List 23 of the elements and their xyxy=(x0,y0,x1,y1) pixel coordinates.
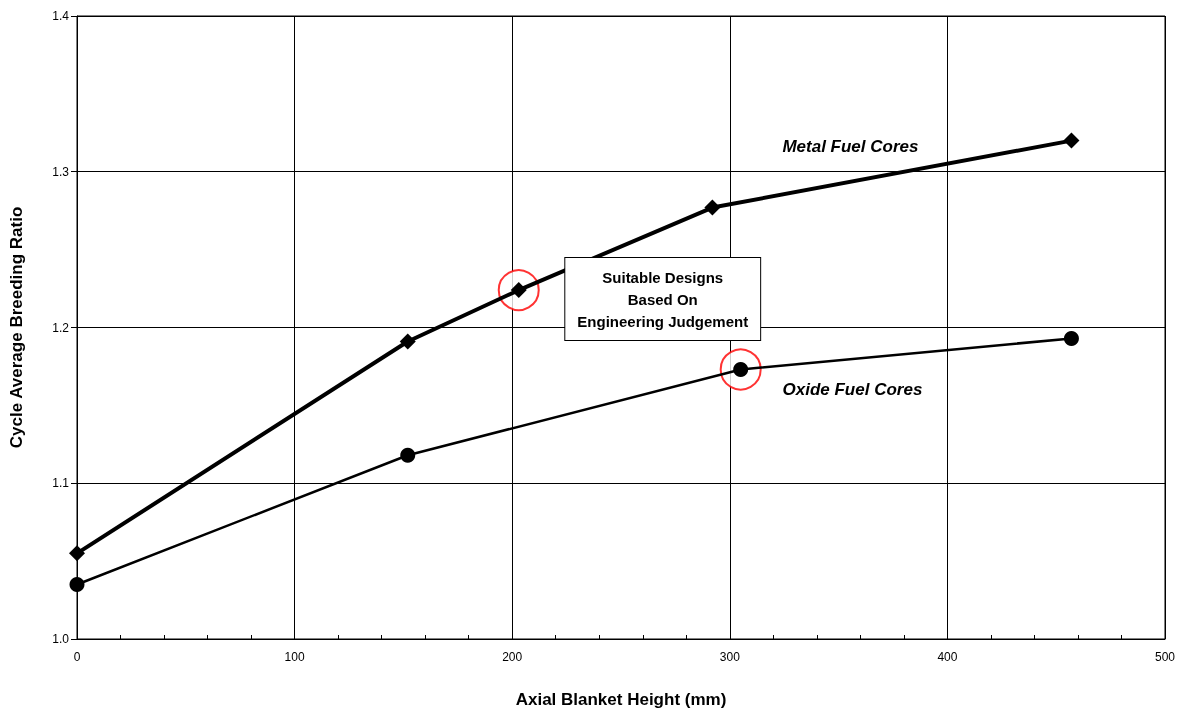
point xyxy=(400,447,416,463)
point xyxy=(69,545,85,562)
x-tick-label: 100 xyxy=(284,650,305,664)
x-tick-label: 400 xyxy=(937,650,958,664)
point xyxy=(69,576,85,592)
series-label: Metal Fuel Cores xyxy=(782,137,919,157)
x-tick-label: 200 xyxy=(502,650,523,664)
point xyxy=(704,199,721,216)
y-tick-label: 1.1 xyxy=(52,476,70,491)
x-tick-label: 300 xyxy=(719,650,741,664)
point xyxy=(1063,132,1080,149)
y-axis-title: Cycle Average Breeding Ratio xyxy=(7,206,26,449)
y-tick-label: 1.4 xyxy=(52,9,70,23)
y-tick-label: 1.0 xyxy=(52,632,70,646)
y-tick-label: 1.3 xyxy=(52,164,70,179)
point xyxy=(399,333,416,350)
x-axis-title: Axial Blanket Height (mm) xyxy=(515,690,727,709)
series-label: Oxide Fuel Cores xyxy=(782,379,923,399)
annotation: Suitable Designs Based On Engineering Judgement xyxy=(577,268,749,330)
x-tick-label: 0 xyxy=(73,650,81,664)
x-tick-label: 500 xyxy=(1154,650,1176,664)
y-tick-label: 1.2 xyxy=(52,320,70,335)
point xyxy=(1063,330,1079,346)
